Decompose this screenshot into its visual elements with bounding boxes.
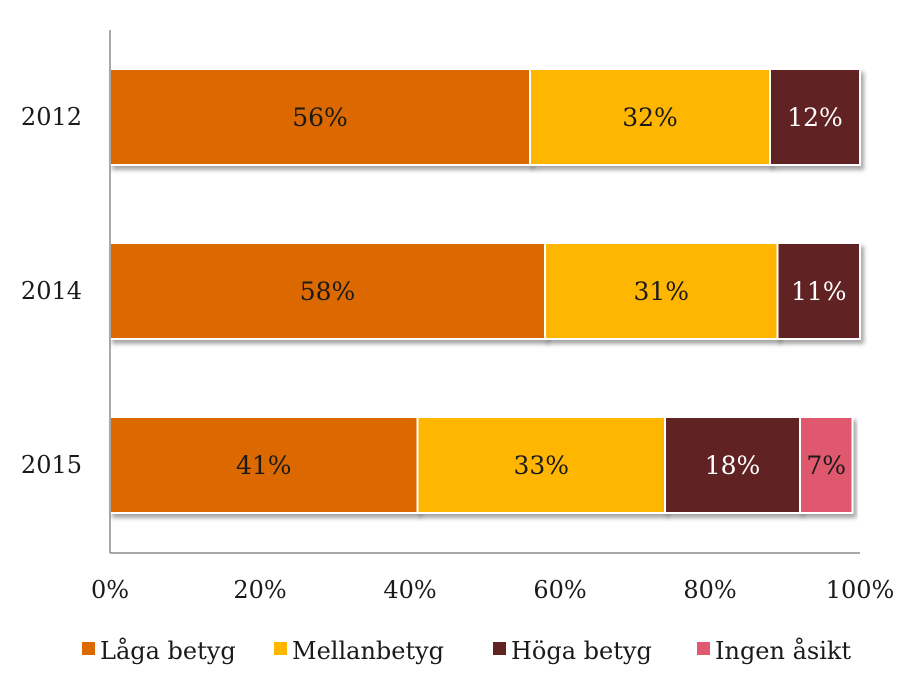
data-label: 33% (513, 451, 569, 480)
legend-item: Låga betyg (82, 636, 236, 665)
category-label: 2015 (21, 451, 82, 479)
axis-layer: 2012 2014 2015 0% 20% 40% 60% 80% 100% (21, 30, 894, 604)
data-label: 56% (292, 103, 348, 132)
legend-swatch (274, 642, 287, 655)
legend-item: Mellanbetyg (274, 637, 444, 665)
data-label: 18% (705, 451, 761, 480)
legend-label: Ingen åsikt (715, 636, 851, 665)
bar-segment (416, 416, 666, 514)
bar-segment (769, 68, 861, 166)
x-tick-label: 100% (826, 576, 895, 604)
bar-row-2015: 41% 33% 18% 7% (109, 416, 854, 514)
bar-segment (544, 242, 779, 340)
x-tick-label: 80% (683, 576, 736, 604)
data-label: 41% (236, 451, 292, 480)
data-label: 31% (633, 277, 689, 306)
data-label: 32% (622, 103, 678, 132)
bar-segment (776, 242, 861, 340)
legend-swatch (697, 642, 710, 655)
legend-label: Höga betyg (511, 637, 652, 665)
bar-segment (109, 242, 546, 340)
bar-segment (529, 68, 771, 166)
x-tick-label: 40% (383, 576, 436, 604)
data-label: 11% (791, 277, 847, 306)
x-tick-label: 0% (91, 576, 129, 604)
bar-segment (109, 68, 531, 166)
category-label: 2014 (21, 277, 82, 305)
legend-swatch (493, 642, 506, 655)
legend: Låga betyg Mellanbetyg Höga betyg Ingen åsi… (82, 636, 851, 665)
legend-label: Låga betyg (100, 636, 236, 665)
legend-swatch (82, 642, 95, 655)
bar-segment (799, 416, 854, 514)
legend-item: Ingen åsikt (697, 636, 851, 665)
bar-row-2014: 58% 31% 11% (109, 242, 861, 340)
data-label: 12% (787, 103, 843, 132)
category-label: 2012 (21, 103, 82, 131)
bar-segment (109, 416, 419, 514)
data-label: 58% (300, 277, 356, 306)
data-label: 7% (806, 451, 846, 480)
bar-row-2012: 56% 32% 12% (109, 68, 861, 166)
x-tick-label: 20% (233, 576, 286, 604)
legend-label: Mellanbetyg (292, 637, 444, 665)
bar-segment (664, 416, 801, 514)
bars-layer: 56% 32% 12% 58% 31% 11% 41% 33% 18% 7% (109, 68, 861, 514)
legend-item: Höga betyg (493, 637, 652, 665)
x-tick-label: 60% (533, 576, 586, 604)
